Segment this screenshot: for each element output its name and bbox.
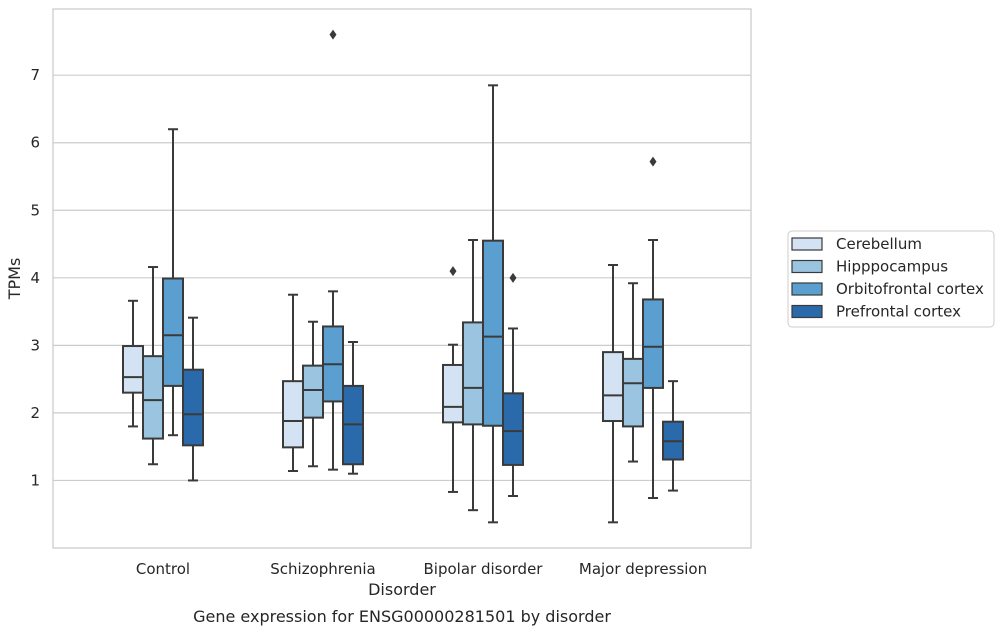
y-tick-label: 1	[30, 471, 40, 489]
box-hipppocampus	[302, 320, 324, 468]
y-tick-label: 5	[30, 201, 40, 219]
x-tick-labels: Control Schizophrenia Bipolar disorder Majo…	[136, 560, 707, 578]
x-axis-label: Disorder	[368, 580, 436, 599]
box-orbitofrontal-cortex	[162, 128, 184, 437]
box-orbitofrontal-cortex	[642, 156, 664, 500]
box-iqr	[642, 298, 664, 389]
box-cerebellum	[122, 299, 144, 428]
x-tick-label: Schizophrenia	[270, 560, 375, 578]
box-prefrontal-cortex	[342, 340, 364, 475]
box-hipppocampus	[462, 239, 484, 512]
y-tick-label: 2	[30, 404, 40, 422]
outlier-point	[509, 272, 517, 283]
box-cerebellum	[442, 266, 464, 493]
legend-label: Prefrontal cortex	[836, 303, 961, 321]
y-tick-labels: 1 2 3 4 5 6 7	[30, 66, 40, 489]
legend-swatch	[791, 304, 823, 319]
box-orbitofrontal-cortex	[322, 29, 344, 471]
chart-caption: Gene expression for ENSG00000281501 by d…	[193, 607, 611, 626]
outlier-point	[449, 266, 457, 277]
box-orbitofrontal-cortex	[482, 84, 504, 524]
x-tick-label: Control	[136, 560, 190, 578]
legend: Cerebellum Hipppocampus Orbitofrontal cort…	[787, 230, 995, 328]
legend-label: Cerebellum	[836, 235, 922, 253]
box-cerebellum	[282, 293, 304, 472]
legend-label: Hipppocampus	[836, 258, 948, 276]
legend-frame	[787, 230, 995, 328]
box-iqr	[622, 357, 644, 428]
box-iqr	[482, 239, 504, 427]
box-iqr	[302, 364, 324, 419]
box-hipppocampus	[622, 282, 644, 463]
box-iqr	[502, 392, 524, 466]
legend-label: Orbitofrontal cortex	[836, 280, 984, 298]
box-iqr	[142, 355, 164, 440]
legend-items: Cerebellum Hipppocampus Orbitofrontal cort…	[791, 235, 984, 321]
box-hipppocampus	[142, 266, 164, 466]
legend-swatch	[791, 237, 823, 251]
y-axis-label: TPMs	[5, 258, 24, 301]
box-prefrontal-cortex	[182, 316, 204, 482]
box-groups	[122, 29, 684, 524]
box-iqr	[462, 321, 484, 426]
legend-swatch	[791, 282, 823, 296]
legend-swatch	[791, 259, 823, 274]
box-iqr	[442, 363, 464, 424]
y-tick-label: 4	[30, 269, 40, 287]
outlier-point	[649, 156, 657, 167]
box-iqr	[162, 277, 184, 387]
outlier-point	[329, 29, 337, 40]
box-prefrontal-cortex	[662, 380, 684, 492]
y-tick-label: 6	[30, 134, 40, 152]
y-tick-label: 3	[30, 336, 40, 354]
x-tick-label: Major depression	[579, 560, 707, 578]
box-iqr	[122, 345, 144, 394]
y-tick-label: 7	[30, 66, 40, 84]
box-iqr	[282, 380, 304, 449]
plot-area-frame	[52, 8, 752, 549]
box-cerebellum	[602, 263, 624, 524]
box-prefrontal-cortex	[502, 272, 524, 497]
box-iqr	[602, 351, 624, 423]
x-tick-label: Bipolar disorder	[424, 560, 544, 578]
box-iqr	[182, 368, 204, 447]
